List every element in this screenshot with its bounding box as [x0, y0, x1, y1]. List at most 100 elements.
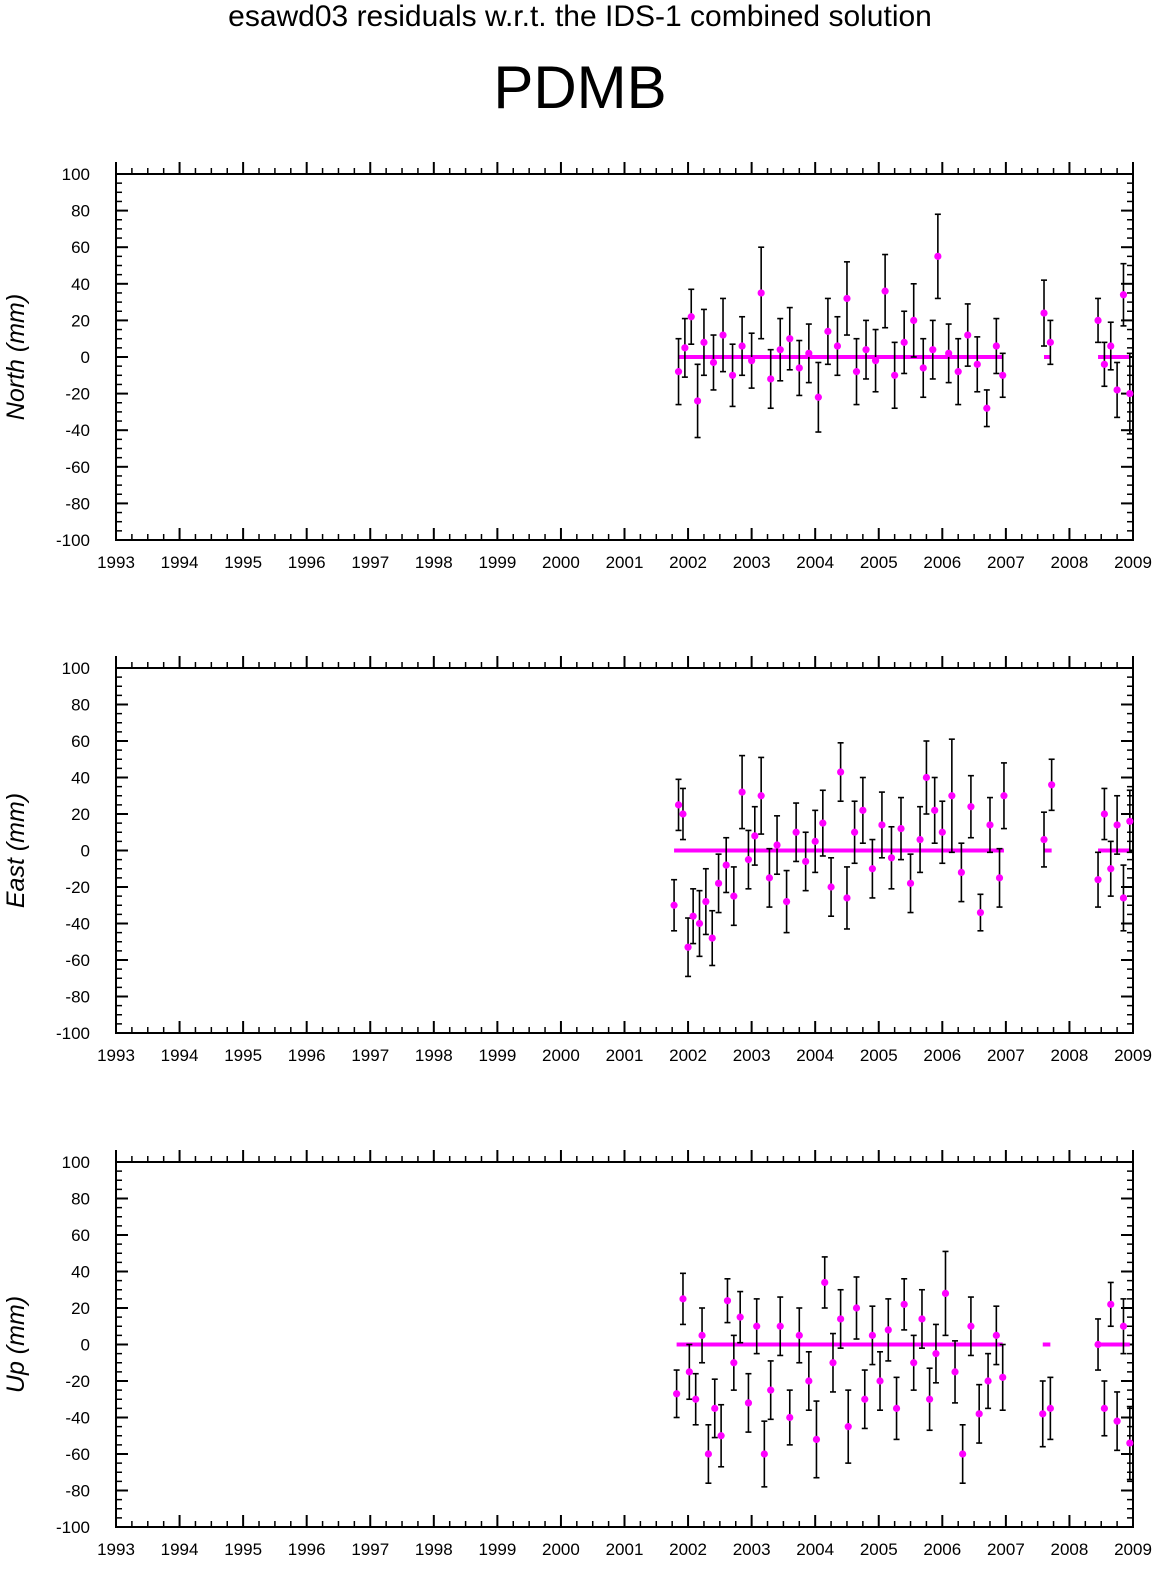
east-data-point [957, 868, 965, 877]
north-data-point [919, 364, 927, 372]
up-data-point [918, 1315, 926, 1323]
north-data-point [833, 342, 842, 350]
north-xtick-label: 2004 [796, 553, 834, 572]
east-data-point [730, 892, 738, 900]
north-ytick-label: -60 [65, 458, 90, 477]
east-data-point [850, 828, 859, 836]
east-data-point [714, 879, 723, 887]
up-xtick-label: 2002 [669, 1540, 707, 1559]
north-ytick-label: -20 [65, 385, 90, 404]
north-xtick-label: 2002 [669, 553, 707, 572]
up-data-point [1039, 1410, 1047, 1418]
north-xtick-label: 1999 [478, 553, 516, 572]
east-data-point [897, 825, 905, 833]
up-xtick-label: 1994 [161, 1540, 199, 1559]
up-data-point [1119, 1322, 1128, 1330]
north-data-point [992, 342, 1000, 350]
east-xtick-label: 2007 [987, 1046, 1025, 1065]
up-data-point [786, 1413, 794, 1422]
up-data-point [753, 1322, 761, 1330]
east-data-point [744, 856, 753, 864]
east-data-point [689, 912, 697, 920]
up-data-point [951, 1368, 959, 1376]
north-panel: 1993 1994 1995 1996 1997 1998 1999 2000 2001 2002… [2, 162, 1152, 572]
north-data-point [934, 252, 942, 260]
east-data-point [1119, 894, 1128, 902]
north-data-point [945, 349, 953, 357]
north-data-point [674, 368, 683, 376]
east-data-point [1107, 865, 1115, 873]
north-xtick-label: 1998 [415, 553, 453, 572]
east-data-point [916, 835, 924, 844]
up-data-point [876, 1377, 884, 1385]
north-data-point [1040, 309, 1048, 317]
north-data-point [728, 371, 737, 379]
station-title: PDMB [493, 54, 667, 121]
east-xtick-label: 1997 [351, 1046, 389, 1065]
north-data-point [748, 357, 756, 365]
north-xtick-label: 2000 [542, 553, 580, 572]
up-ytick-label: -20 [65, 1372, 90, 1391]
up-data-point [844, 1423, 852, 1431]
east-data-point [679, 810, 687, 818]
up-data-point [1113, 1417, 1121, 1425]
up-data-point [1107, 1300, 1115, 1308]
north-xtick-label: 1997 [351, 553, 389, 572]
east-data-point [827, 883, 835, 891]
east-data-point [811, 837, 819, 845]
north-xtick-label: 2006 [923, 553, 961, 572]
up-xtick-label: 1999 [478, 1540, 516, 1559]
up-ytick-label: 60 [71, 1226, 90, 1245]
figure-suptitle: esawd03 residuals w.r.t. the IDS-1 combi… [228, 0, 932, 33]
up-data-point [999, 1373, 1007, 1381]
east-xtick-label: 2009 [1114, 1046, 1152, 1065]
up-data-point [910, 1359, 918, 1367]
north-xtick-label: 1995 [224, 553, 262, 572]
up-data-point [992, 1331, 1000, 1339]
north-data-point [1126, 390, 1134, 398]
up-data-point [837, 1315, 845, 1323]
up-xtick-label: 2000 [542, 1540, 580, 1559]
east-ytick-label: -100 [56, 1024, 90, 1043]
up-data-point [984, 1377, 992, 1385]
east-xtick-label: 2004 [796, 1046, 834, 1065]
east-data-point [702, 898, 710, 906]
east-xtick-label: 1994 [161, 1046, 199, 1065]
east-data-point [1000, 792, 1008, 800]
north-data-point [709, 358, 718, 367]
up-xtick-label: 2003 [733, 1540, 771, 1559]
north-data-point [999, 371, 1007, 379]
north-xtick-label: 1996 [288, 553, 326, 572]
east-axis-title: East (mm) [2, 793, 30, 908]
east-data-point [1126, 817, 1134, 825]
up-data-point [717, 1432, 725, 1440]
east-ytick-label: -40 [65, 915, 90, 934]
north-data-point [767, 375, 775, 383]
east-data-point [684, 943, 692, 951]
east-data-point [976, 908, 985, 917]
up-data-point [812, 1435, 821, 1443]
north-data-point [1046, 338, 1054, 346]
east-panel: 1993 1994 1995 1996 1997 1998 1999 2000 2001 2002… [2, 656, 1152, 1065]
up-data-point [730, 1359, 738, 1367]
north-xtick-label: 2005 [860, 553, 898, 572]
north-data-point [824, 327, 832, 335]
north-data-point [891, 371, 899, 379]
east-data-point [1048, 781, 1056, 789]
east-xtick-label: 2002 [669, 1046, 707, 1065]
up-xtick-label: 2007 [987, 1540, 1025, 1559]
up-data-point [744, 1399, 753, 1407]
up-xtick-label: 2005 [860, 1540, 898, 1559]
up-xtick-label: 2001 [606, 1540, 644, 1559]
north-ytick-label: -80 [65, 494, 90, 513]
up-xtick-label: 2004 [796, 1540, 834, 1559]
east-xtick-label: 2001 [606, 1046, 644, 1065]
up-axis-title: Up (mm) [2, 1296, 30, 1393]
north-data-point [900, 338, 908, 346]
up-data-point [926, 1395, 934, 1403]
north-data-point [795, 364, 803, 372]
up-data-point [967, 1322, 975, 1330]
up-data-point [760, 1450, 768, 1458]
north-data-point [983, 404, 991, 412]
north-ytick-label: 20 [71, 311, 90, 330]
